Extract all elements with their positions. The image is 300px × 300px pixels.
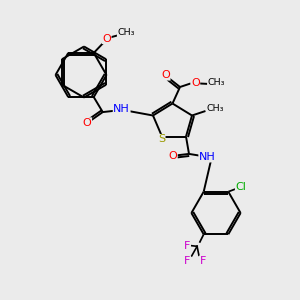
Text: O: O (83, 118, 92, 128)
Text: O: O (168, 151, 177, 161)
Text: O: O (191, 78, 200, 88)
Text: O: O (102, 34, 111, 44)
Text: NH: NH (113, 104, 130, 114)
Text: O: O (161, 70, 170, 80)
Text: NH: NH (199, 152, 216, 162)
Text: F: F (200, 256, 206, 266)
Text: CH₃: CH₃ (117, 28, 135, 37)
Text: CH₃: CH₃ (206, 104, 224, 113)
Text: CH₃: CH₃ (208, 78, 225, 87)
Text: Cl: Cl (236, 182, 246, 192)
Text: S: S (158, 134, 165, 145)
Text: F: F (184, 241, 190, 251)
Text: F: F (184, 256, 190, 266)
